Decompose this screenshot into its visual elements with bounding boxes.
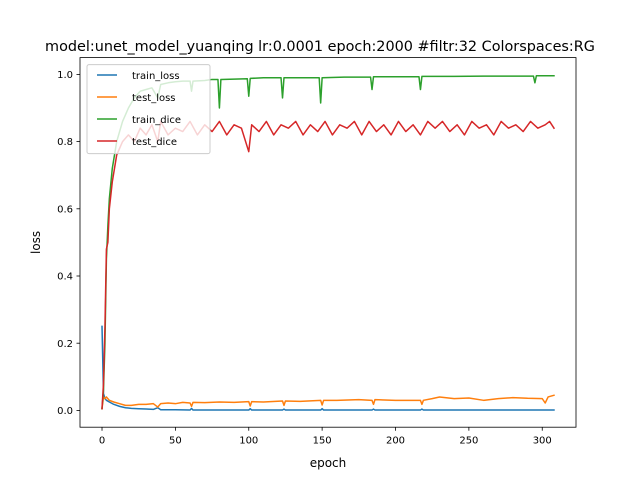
y-axis: 0.0 0.2 0.4 0.6 0.8 1.0	[57, 70, 80, 417]
y-axis-label: loss	[29, 231, 43, 254]
y-tick-label: 0.8	[57, 137, 73, 148]
x-tick-label: 0	[99, 436, 105, 447]
y-tick-label: 0.0	[57, 406, 73, 417]
x-tick-label: 150	[313, 436, 332, 447]
axes-frame	[79, 57, 577, 428]
legend-label-test-dice: test_dice	[132, 137, 177, 148]
y-tick-label: 0.2	[57, 339, 73, 350]
y-tick-label: 1.0	[57, 70, 73, 81]
x-tick-label: 200	[386, 436, 405, 447]
chart-title: model:unet_model_yuanqing lr:0.0001 epoc…	[45, 39, 595, 55]
legend-box	[86, 64, 211, 155]
x-axis-label: epoch	[310, 456, 347, 470]
y-tick-label: 0.4	[57, 272, 73, 283]
y-tick-label: 0.6	[57, 204, 73, 215]
legend-label-train-loss: train_loss	[132, 71, 180, 82]
x-tick-label: 50	[169, 436, 182, 447]
legend-label-train-dice: train_dice	[132, 115, 181, 126]
x-tick-label: 250	[459, 436, 478, 447]
legend: train_loss test_loss train_dice test_dice	[86, 64, 211, 155]
x-tick-label: 100	[239, 436, 258, 447]
legend-label-test-loss: test_loss	[132, 93, 176, 104]
x-axis: 0 50 100 150 200 250 300	[99, 427, 552, 447]
series-line-train-loss	[101, 325, 555, 411]
x-tick-label: 300	[533, 436, 552, 447]
series-line-test-loss	[101, 394, 555, 410]
